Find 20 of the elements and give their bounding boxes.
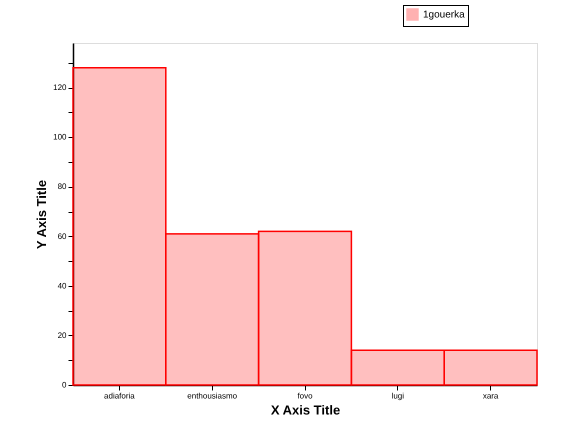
x-tick-label: enthousiasmo [187, 392, 238, 400]
y-tick-label: 100 [53, 132, 68, 142]
bar [165, 233, 260, 386]
x-tick-label: lugi [392, 392, 404, 400]
y-tick-label: 60 [58, 232, 68, 241]
y-tick-label: 20 [58, 330, 68, 340]
x-tick-label: xara [482, 392, 499, 400]
bar [443, 350, 538, 386]
y-tick-label: 0 [62, 380, 68, 390]
y-tick-label: 80 [58, 182, 68, 192]
bar [350, 350, 445, 386]
y-tick-label: 40 [58, 281, 68, 290]
y-axis-title: Y Axis Title [34, 180, 50, 250]
x-axis-title: X Axis Title [270, 402, 340, 418]
bar [258, 230, 352, 386]
x-tick-label: adiaforia [104, 392, 136, 400]
x-tick-label: fovo [297, 392, 314, 400]
y-tick-label: 120 [53, 83, 68, 92]
legend-label: 1gouerka [423, 10, 466, 20]
bar [72, 67, 167, 386]
